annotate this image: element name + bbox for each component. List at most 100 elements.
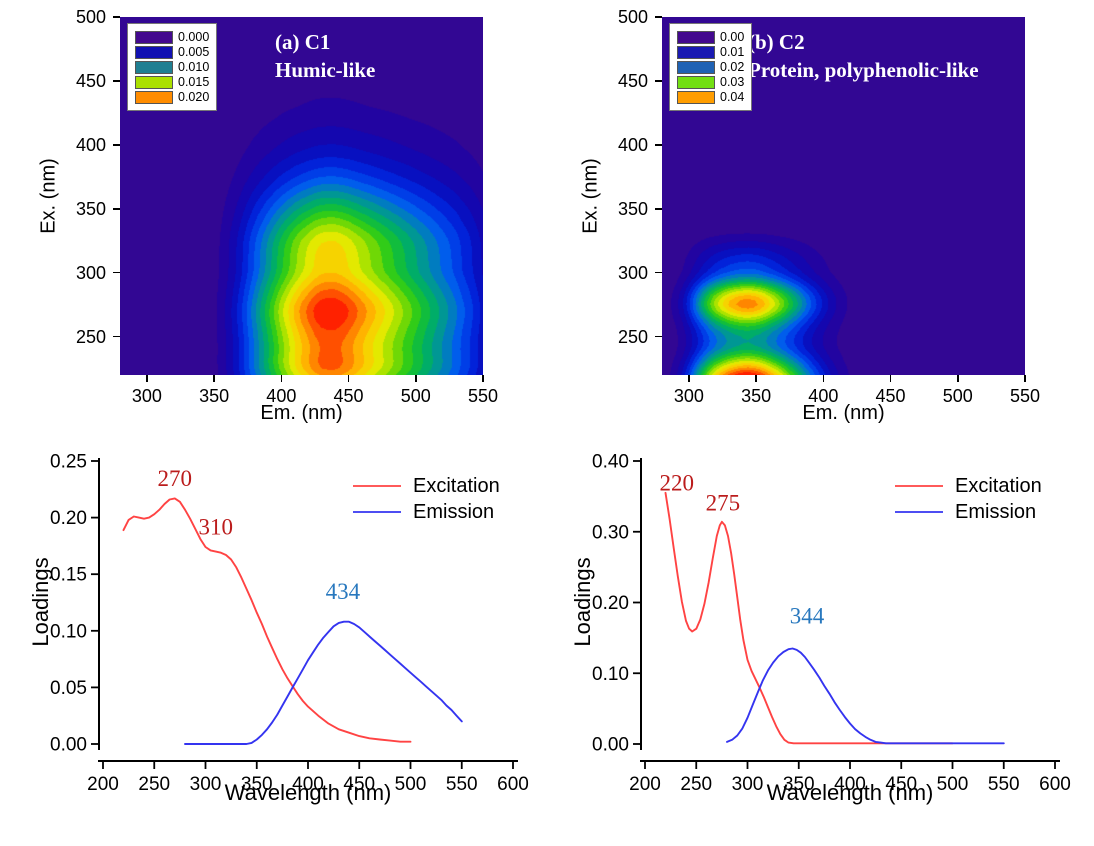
x-tick-label: 450 xyxy=(333,386,364,406)
y-tick-mark xyxy=(655,144,662,146)
legend-level-label: 0.005 xyxy=(178,45,210,59)
c2-eem-x-axis-title: Em. (nm) xyxy=(802,402,885,424)
y-tick-label: 300 xyxy=(617,262,648,283)
c2-loadings-plot: 200 250 300 350 400 450 500 550 600 0.00 0.10 0.20 0… xyxy=(592,452,1071,796)
y-tick-mark xyxy=(113,208,120,210)
x-tick-mark xyxy=(280,375,283,382)
x-tick-mark xyxy=(482,375,484,382)
c2-panel-title: (b) C2 Protein, polyphenolic-like xyxy=(748,28,979,84)
peak-label-270: 270 xyxy=(158,466,193,491)
x-tick-label: 450 xyxy=(875,386,906,406)
panel-c1-loadings: 200 250 300 350 400 450 500 550 600 0.00 0.05 0.10 0… xyxy=(23,448,543,846)
legend-level-label: 0.03 xyxy=(720,75,745,89)
x-tick-label: 450 xyxy=(885,774,917,795)
x-tick-label: 450 xyxy=(343,774,375,795)
legend-series-label: Excitation xyxy=(955,475,1042,497)
legend-row: 0.000 xyxy=(135,30,209,45)
x-tick-label: 300 xyxy=(131,386,162,406)
peak-label-220: 220 xyxy=(660,471,695,496)
legend-row: 0.03 xyxy=(677,75,744,90)
legend-swatch xyxy=(677,76,715,89)
c2-panel-title-line1: (b) C2 xyxy=(748,30,805,54)
peak-label-434: 434 xyxy=(326,579,361,604)
c1-panel-title: (a) C1 Humic-like xyxy=(275,28,375,84)
c1-eem-x-axis-title: Em. (nm) xyxy=(260,402,343,424)
legend-level-label: 0.02 xyxy=(720,60,745,74)
emission-curve xyxy=(184,620,463,745)
legend-level-label: 0.015 xyxy=(178,75,210,89)
y-tick-mark xyxy=(655,335,662,338)
legend-level-label: 0.01 xyxy=(720,45,745,59)
y-tick-label: 0.30 xyxy=(592,522,629,543)
legend-swatch xyxy=(135,91,173,104)
x-tick-label: 350 xyxy=(783,774,815,795)
y-tick-label: 0.05 xyxy=(50,678,87,699)
c1-contour-color-legend: 0.000 0.005 0.010 0.015 0.020 xyxy=(127,23,218,111)
y-tick-label: 0.15 xyxy=(50,565,87,586)
legend-swatch xyxy=(135,46,173,59)
c1-loadings-plot: 200 250 300 350 400 450 500 550 600 0.00 0.05 0.10 0… xyxy=(50,452,529,796)
panel-c1-eem: (a) C1 Humic-like 0.000 0.005 0.010 0.015 0.… xyxy=(38,7,499,424)
x-tick-mark xyxy=(415,375,417,382)
y-tick-label: 0.25 xyxy=(50,452,87,473)
legend-series-label: Excitation xyxy=(413,475,500,497)
y-tick-label: 450 xyxy=(617,70,648,91)
x-tick-label: 200 xyxy=(629,774,661,795)
y-tick-label: 500 xyxy=(617,7,648,27)
x-tick-label: 500 xyxy=(937,774,969,795)
y-tick-mark xyxy=(655,80,662,82)
y-tick-mark xyxy=(113,335,120,338)
legend-level-label: 0.010 xyxy=(178,60,210,74)
y-tick-label: 400 xyxy=(75,134,106,155)
peak-label-275: 275 xyxy=(706,491,741,516)
legend-level-label: 0.04 xyxy=(720,90,745,104)
x-tick-label: 250 xyxy=(680,774,712,795)
y-tick-label: 250 xyxy=(617,326,648,347)
y-tick-label: 0.00 xyxy=(592,735,629,756)
c1-eem-y-axis-title: Ex. (nm) xyxy=(37,158,60,234)
legend-swatch xyxy=(677,46,715,59)
c2-panel-title-line2: Protein, polyphenolic-like xyxy=(748,58,979,82)
y-tick-label: 0.20 xyxy=(50,508,87,529)
x-tick-label: 350 xyxy=(741,386,772,406)
y-tick-label: 450 xyxy=(75,70,106,91)
x-tick-mark xyxy=(213,375,215,382)
y-tick-label: 350 xyxy=(617,198,648,219)
x-tick-label: 600 xyxy=(1039,774,1071,795)
y-tick-label: 0.10 xyxy=(50,621,87,642)
legend-row: 0.010 xyxy=(135,60,209,75)
panel-c2-eem: (b) C2 Protein, polyphenolic-like 0.00 0.… xyxy=(580,7,1041,424)
x-tick-label: 200 xyxy=(87,774,119,795)
x-tick-label: 500 xyxy=(400,386,431,406)
y-tick-label: 0.20 xyxy=(592,593,629,614)
y-tick-mark xyxy=(655,208,662,210)
x-tick-mark xyxy=(146,375,148,382)
excitation-curve xyxy=(664,491,954,745)
x-tick-mark xyxy=(755,375,757,382)
x-tick-label: 400 xyxy=(266,386,297,406)
x-tick-label: 300 xyxy=(732,774,764,795)
y-tick-label: 500 xyxy=(75,7,106,27)
y-tick-label: 0.40 xyxy=(592,452,629,473)
legend-series-label: Emission xyxy=(955,501,1036,523)
y-tick-label: 400 xyxy=(617,134,648,155)
excitation-curve xyxy=(122,497,412,743)
legend-row: 0.04 xyxy=(677,90,744,105)
y-tick-mark xyxy=(113,80,120,82)
x-tick-label: 250 xyxy=(138,774,170,795)
legend-swatch xyxy=(135,31,173,44)
legend-swatch xyxy=(677,61,715,74)
x-tick-label: 550 xyxy=(467,386,499,406)
peak-label-310: 310 xyxy=(199,515,234,540)
y-tick-mark xyxy=(655,16,662,18)
y-tick-mark xyxy=(113,16,120,18)
legend-level-label: 0.020 xyxy=(178,90,210,104)
y-tick-mark xyxy=(113,271,120,274)
y-tick-label: 250 xyxy=(75,326,106,347)
legend-level-label: 0.000 xyxy=(178,30,210,44)
x-tick-label: 550 xyxy=(1009,386,1041,406)
x-tick-label: 550 xyxy=(988,774,1020,795)
legend-swatch xyxy=(135,76,173,89)
x-tick-label: 400 xyxy=(834,774,866,795)
